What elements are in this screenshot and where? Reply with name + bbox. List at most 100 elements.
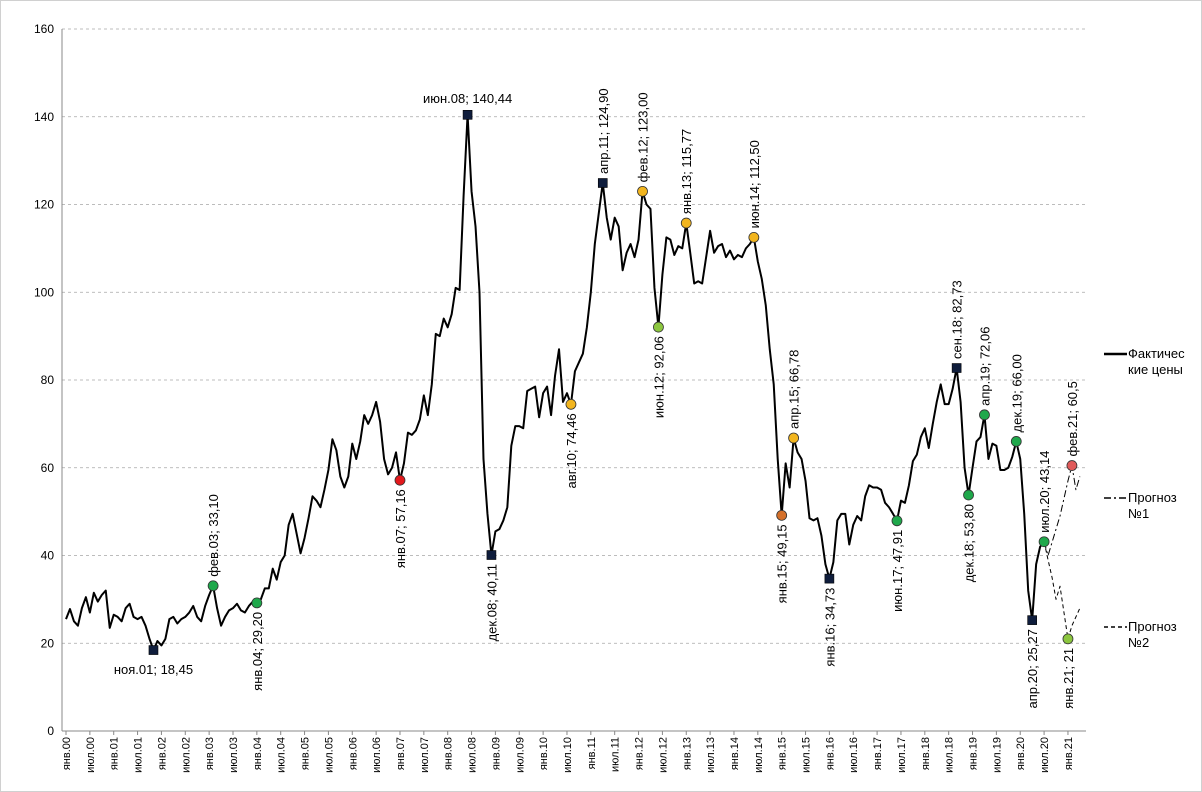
data-label: янв.16; 34,73 [822, 588, 837, 667]
data-label: июн.12; 92,06 [651, 336, 666, 418]
point-marker [951, 363, 962, 373]
x-tick-label: июл.07 [419, 737, 431, 773]
data-label: фев.21; 60,5 [1065, 381, 1080, 456]
series-line [65, 113, 1045, 652]
point-marker [637, 185, 648, 197]
data-label: янв.21; 21 [1061, 648, 1076, 709]
point-marker [597, 178, 608, 188]
x-tick-label: янв.20 [1015, 737, 1027, 770]
point-marker [251, 597, 263, 609]
x-tick-label: июл.00 [85, 737, 97, 773]
legend-label: Фактические цены [1128, 346, 1185, 377]
x-tick-label: янв.16 [824, 737, 836, 770]
point-marker [963, 489, 974, 501]
x-tick-label: июл.03 [228, 737, 240, 773]
data-label: апр.19; 72,06 [977, 327, 992, 406]
x-tick-label: янв.15 [777, 737, 789, 770]
x-tick-label: июл.15 [801, 737, 813, 773]
x-tick-label: июл.12 [657, 737, 669, 773]
x-tick-label: июл.05 [323, 737, 335, 773]
x-tick-label: янв.04 [252, 737, 264, 770]
point-marker [148, 645, 159, 655]
x-tick-label: янв.12 [634, 737, 646, 770]
point-marker [207, 580, 219, 592]
y-tick-label: 0 [47, 724, 54, 738]
x-tick-label: июл.01 [133, 737, 145, 773]
data-label: дек.19; 66,00 [1009, 354, 1024, 432]
point-marker [486, 550, 497, 560]
point-marker [891, 515, 903, 527]
x-tick-label: июл.11 [610, 737, 622, 772]
point-marker [824, 573, 835, 584]
point-marker [788, 432, 800, 444]
legend-label: Прогноз №1 [1128, 490, 1177, 521]
x-tick-label: янв.19 [968, 737, 980, 770]
x-tick-label: июл.06 [371, 737, 383, 773]
data-label: авг.10; 74,46 [564, 413, 579, 488]
point-marker [748, 232, 760, 243]
legend-label: Прогноз №2 [1128, 619, 1177, 650]
data-label: янв.13; 115,77 [679, 129, 694, 214]
y-tick-label: 40 [41, 549, 55, 563]
x-tick-label: янв.13 [681, 737, 693, 770]
x-tick-label: янв.02 [156, 737, 168, 770]
x-tick-label: июл.10 [562, 737, 574, 773]
x-tick-label: июл.16 [848, 737, 860, 773]
point-marker [1066, 460, 1078, 471]
x-tick-label: июл.17 [896, 737, 908, 773]
data-label: июн.17; 47,91 [890, 530, 905, 612]
x-tick-label: июл.02 [180, 737, 192, 773]
data-label: дек.18; 53,80 [962, 504, 977, 582]
data-label: янв.04; 29,20 [250, 612, 265, 691]
data-label: фев.03; 33,10 [206, 494, 221, 577]
point-marker [394, 474, 406, 486]
data-label: июн.14; 112,50 [747, 140, 762, 228]
y-tick-label: 140 [34, 110, 54, 124]
x-tick-label: июл.14 [753, 737, 765, 773]
x-tick-label: янв.10 [538, 737, 550, 770]
point-marker [1010, 436, 1022, 447]
data-label: апр.20; 25,27 [1025, 629, 1040, 708]
point-marker [776, 509, 788, 521]
series-line [1043, 465, 1081, 556]
data-label: янв.07; 57,16 [393, 489, 408, 568]
x-tick-label: янв.09 [490, 737, 502, 770]
x-tick-label: янв.00 [61, 737, 73, 770]
x-tick-label: янв.06 [347, 737, 359, 770]
data-label: апр.15; 66,78 [787, 350, 802, 429]
x-tick-label: янв.07 [395, 737, 407, 770]
x-tick-label: янв.21 [1063, 737, 1075, 770]
x-tick-label: янв.17 [872, 737, 884, 770]
x-tick-label: янв.01 [109, 737, 121, 770]
y-tick-label: 80 [41, 373, 55, 387]
y-tick-label: 120 [34, 198, 54, 212]
data-label: июн.08; 140,44 [423, 91, 512, 106]
point-marker [1062, 633, 1074, 645]
x-tick-label: янв.18 [920, 737, 932, 770]
data-label: янв.15; 49,15 [775, 524, 790, 603]
point-marker [680, 217, 692, 229]
point-marker [565, 398, 577, 410]
y-tick-label: 100 [34, 285, 54, 299]
point-marker [979, 409, 990, 421]
x-tick-label: янв.08 [443, 737, 455, 770]
point-marker [653, 321, 664, 333]
y-tick-label: 160 [34, 22, 54, 36]
data-label: июл.20; 43,14 [1037, 451, 1052, 533]
point-marker [462, 110, 473, 120]
y-tick-label: 20 [41, 636, 55, 650]
data-label: дек.08; 40,11 [484, 564, 499, 641]
data-label: сен.18; 82,73 [950, 280, 965, 359]
data-label: ноя.01; 18,45 [114, 662, 193, 677]
series-line [1043, 541, 1081, 640]
x-tick-label: янв.03 [204, 737, 216, 770]
x-tick-label: июл.20 [1039, 737, 1051, 773]
point-marker [1027, 615, 1037, 625]
x-tick-label: янв.05 [300, 737, 312, 770]
x-tick-label: июл.08 [467, 737, 479, 773]
x-tick-label: июл.04 [276, 737, 288, 773]
x-tick-label: июл.09 [514, 737, 526, 773]
